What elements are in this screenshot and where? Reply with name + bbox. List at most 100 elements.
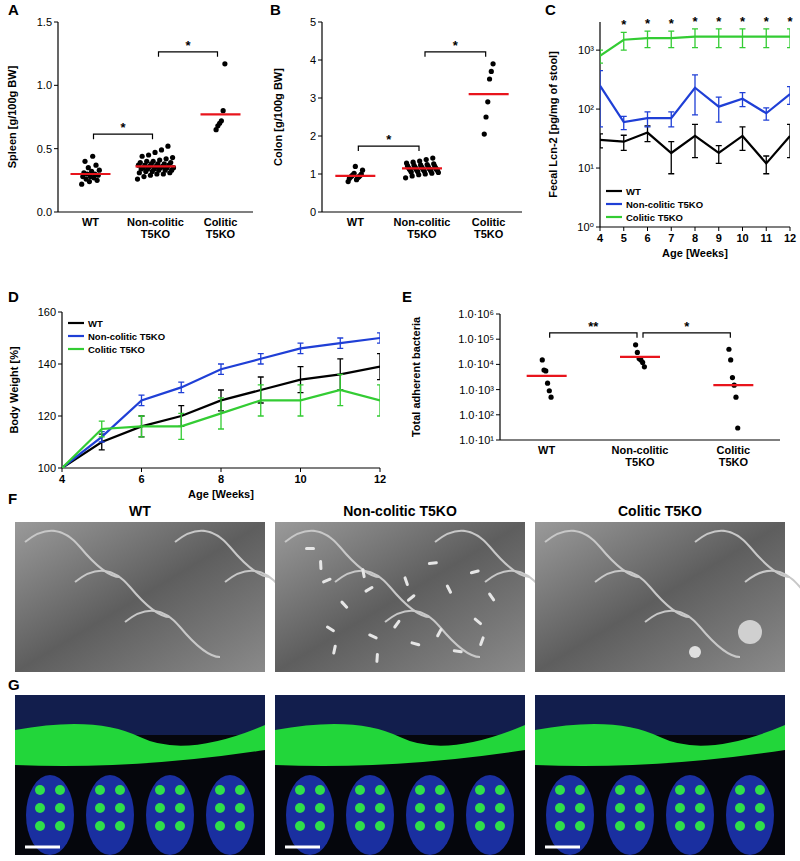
- x-tick-label: 10: [736, 232, 748, 244]
- micrograph: [275, 695, 525, 855]
- goblet-cell: [375, 785, 385, 795]
- mean-line: [201, 113, 241, 115]
- y-tick: [318, 98, 322, 99]
- y-tick: [54, 85, 58, 86]
- legend-label: Colitic T5KO: [626, 212, 683, 223]
- goblet-cell: [735, 785, 745, 795]
- error-bar: [692, 29, 698, 48]
- crypt: [606, 775, 654, 855]
- bacterium: [340, 600, 349, 609]
- mean-line: [469, 93, 509, 95]
- y-tick-label: 0.5: [37, 143, 52, 155]
- crypt: [546, 775, 594, 855]
- error-bar: [740, 29, 746, 48]
- y-tick: [318, 22, 322, 23]
- goblet-cell: [575, 803, 585, 813]
- significance-label: *: [692, 14, 698, 29]
- y-tick: [596, 168, 600, 169]
- x-tick-label: 12: [784, 232, 796, 244]
- y-tick: [58, 416, 62, 417]
- mean-line: [527, 375, 567, 377]
- data-point: [640, 360, 645, 365]
- data-point: [403, 175, 408, 180]
- x-tick: [742, 227, 743, 231]
- error-bar: [740, 93, 746, 107]
- x-tick: [380, 468, 381, 472]
- micrograph: [535, 695, 785, 855]
- y-axis-label: Spleen [g/100g BW]: [6, 65, 18, 168]
- goblet-cell: [115, 803, 125, 813]
- error-bar: [178, 413, 184, 439]
- error-bar: [377, 385, 380, 416]
- x-tick-label: Non-coliticT5KO: [127, 216, 184, 240]
- scale-bar: [545, 846, 580, 849]
- goblet-cell: [115, 821, 125, 831]
- data-point: [430, 155, 435, 160]
- surface-fold: [745, 571, 800, 617]
- legend-swatch: [606, 190, 622, 192]
- x-tick: [790, 227, 791, 231]
- plot-area: [71, 61, 241, 187]
- bacterium: [364, 585, 374, 593]
- data-point: [487, 76, 492, 81]
- bacterium: [428, 561, 438, 565]
- data-point: [79, 182, 84, 187]
- data-point: [547, 388, 552, 393]
- error-bar: [716, 29, 722, 48]
- goblet-cell: [55, 821, 65, 831]
- label-line: WT: [347, 216, 364, 228]
- crypt: [726, 775, 774, 855]
- data-point: [135, 176, 140, 181]
- goblet-cell: [55, 785, 65, 795]
- bacterium: [436, 628, 443, 638]
- goblet-cell: [755, 803, 765, 813]
- data-point: [404, 160, 409, 165]
- y-tick-label: 120: [38, 410, 56, 422]
- x-axis: [500, 439, 780, 440]
- bacterium: [488, 592, 496, 602]
- x-tick: [766, 227, 767, 231]
- y-tick-label: 1.0: [37, 79, 52, 91]
- y-tick: [58, 312, 62, 313]
- y-axis-label: Total adherent bacteria: [410, 316, 422, 437]
- data-point: [165, 144, 170, 149]
- bacterium: [305, 547, 315, 550]
- bacterium: [406, 594, 416, 603]
- goblet-cell: [235, 821, 245, 831]
- goblet-cell: [315, 821, 325, 831]
- mean-line: [136, 165, 176, 167]
- error-bar: [787, 87, 790, 105]
- goblet-cell: [735, 821, 745, 831]
- data-point: [353, 164, 358, 169]
- label-line: T5KO: [141, 228, 171, 240]
- goblet-cell: [215, 803, 225, 813]
- x-tick-label: Non-coliticT5KO: [394, 216, 451, 240]
- panel-label: C: [545, 1, 556, 18]
- crypt: [286, 775, 334, 855]
- data-point: [482, 132, 487, 137]
- goblet-cell: [315, 785, 325, 795]
- image-title: WT: [129, 503, 151, 519]
- bacterium: [319, 560, 323, 570]
- bacterium: [445, 584, 452, 594]
- x-axis-label: Age [Weeks]: [188, 488, 254, 500]
- surface-fold: [125, 611, 220, 657]
- goblet-cell: [735, 803, 745, 813]
- goblet-cell: [435, 785, 445, 795]
- x-tick-label: Non-coliticT5KO: [612, 444, 669, 468]
- x-tick: [718, 227, 719, 231]
- data-point: [86, 165, 91, 170]
- image-title: Non-colitic T5KO: [343, 503, 457, 519]
- y-tick-label: 2: [310, 130, 316, 142]
- goblet-cell: [475, 785, 485, 795]
- data-point: [635, 350, 640, 355]
- data-point: [138, 160, 143, 165]
- significance-label: *: [185, 38, 191, 53]
- error-bar: [600, 50, 603, 63]
- significance-label: *: [621, 17, 627, 32]
- mucus-layer: [535, 724, 785, 766]
- goblet-cell: [155, 803, 165, 813]
- mucus-layer: [15, 724, 265, 766]
- bacterium: [361, 568, 366, 578]
- y-tick-label: 0.0: [37, 206, 52, 218]
